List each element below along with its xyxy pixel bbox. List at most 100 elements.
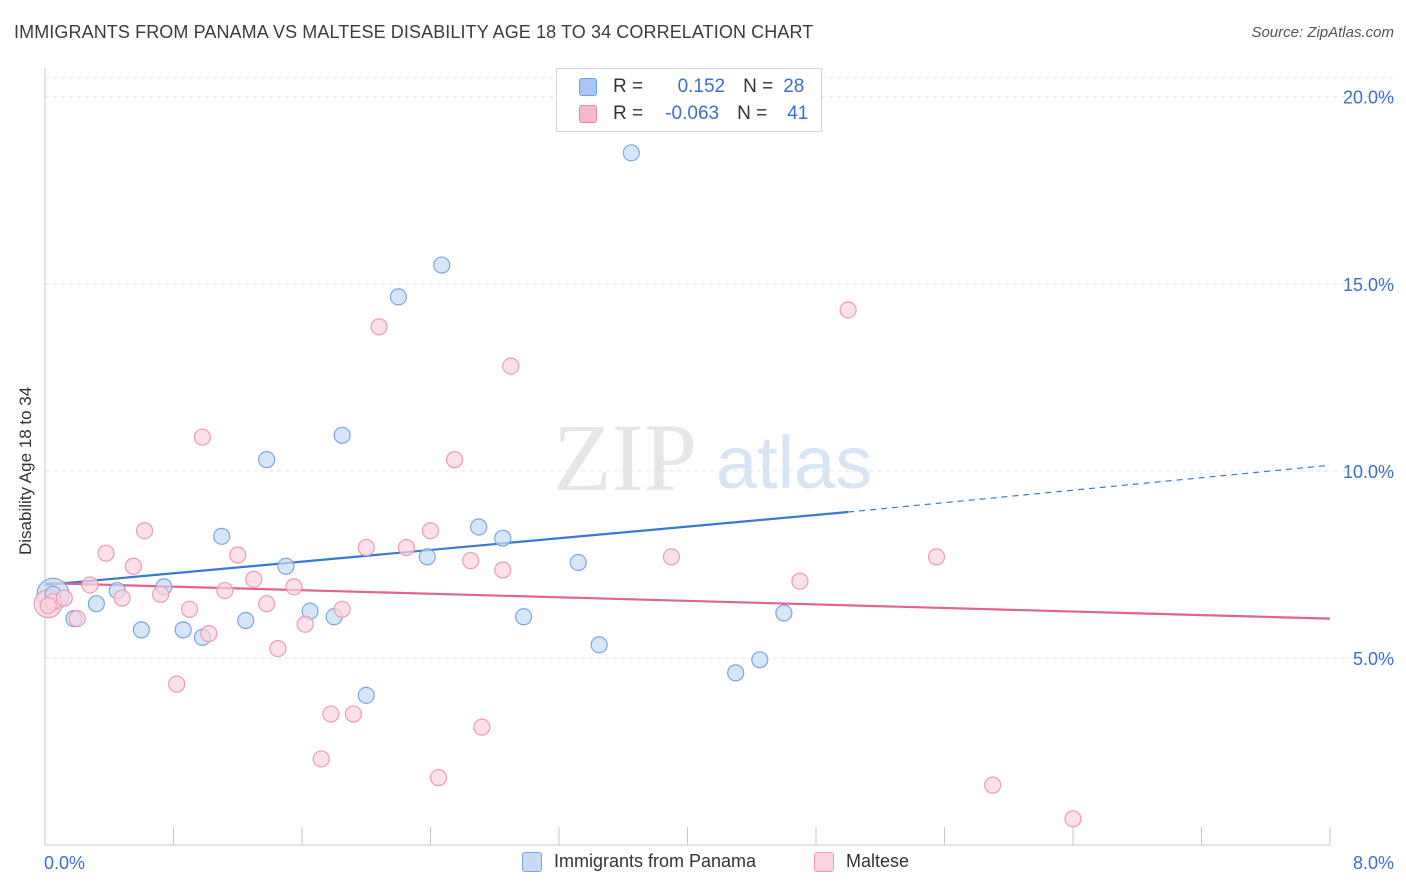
axes <box>44 68 1331 846</box>
data-point-maltese <box>200 625 218 643</box>
x-tick-label: 0.0% <box>44 853 85 873</box>
watermark: ZIP atlas <box>553 404 872 511</box>
y-tick-label: 15.0% <box>1343 275 1394 295</box>
data-point-maltese <box>285 578 303 596</box>
data-point-maltese <box>322 705 340 723</box>
data-point-maltese <box>216 581 234 600</box>
data-point-maltese <box>245 570 263 588</box>
legend-row-panama: R = 0.152 N = 28 <box>579 74 804 100</box>
data-point-maltese <box>258 595 276 613</box>
data-point-panama <box>590 636 608 654</box>
data-point-maltese <box>55 589 73 607</box>
y-tick-label: 10.0% <box>1343 462 1394 482</box>
data-point-maltese <box>97 544 115 562</box>
data-point-panama <box>569 553 587 572</box>
data-point-maltese <box>473 718 491 736</box>
data-point-panama <box>258 451 276 469</box>
data-point-maltese <box>357 538 375 557</box>
data-point-panama <box>418 548 436 566</box>
bottom-legend-label-maltese: Maltese <box>846 851 910 871</box>
bottom-legend-panama: Immigrants from Panama <box>522 851 756 872</box>
chart-title: IMMIGRANTS FROM PANAMA VS MALTESE DISABI… <box>14 22 814 42</box>
grid-lines <box>45 77 1396 659</box>
data-point-maltese <box>269 639 287 658</box>
data-point-maltese <box>462 552 480 570</box>
data-point-maltese <box>39 596 57 615</box>
data-point-maltese <box>494 561 512 579</box>
bottom-legend-swatch-panama <box>522 851 542 872</box>
data-point-maltese <box>312 750 330 768</box>
data-point-maltese <box>229 546 247 564</box>
data-point-maltese <box>429 769 448 787</box>
data-point-maltese <box>344 705 362 723</box>
data-point-panama <box>751 651 769 669</box>
data-point-panama <box>727 664 745 682</box>
data-point-panama <box>87 595 106 613</box>
data-point-maltese <box>397 538 416 557</box>
data-point-maltese <box>113 589 131 607</box>
legend-r-value: 0.152 <box>677 76 726 97</box>
legend-n-value: 41 <box>787 103 809 124</box>
bottom-legend-label-panama: Immigrants from Panama <box>554 851 757 871</box>
data-point-panama <box>174 621 192 639</box>
data-point-panama <box>333 426 351 444</box>
data-point-maltese <box>193 428 212 446</box>
data-point-panama <box>132 621 150 639</box>
data-point-panama <box>277 557 295 575</box>
data-point-maltese <box>124 557 142 575</box>
legend-n-label: N = <box>743 76 774 97</box>
data-point-maltese <box>984 776 1002 794</box>
data-point-panama <box>494 529 512 547</box>
data-point-panama <box>515 608 533 626</box>
data-point-maltese <box>421 522 440 540</box>
legend-swatch-maltese <box>579 105 597 123</box>
tick-labels: 5.0% 10.0% 15.0% 20.0% 0.0% 8.0% <box>44 88 1394 873</box>
data-point-maltese <box>135 522 154 540</box>
data-point-maltese <box>296 615 314 633</box>
data-point-panama <box>622 144 640 162</box>
data-point-maltese <box>81 576 99 594</box>
data-point-panama <box>357 686 375 704</box>
data-point-maltese <box>927 548 946 566</box>
data-point-panama <box>433 256 451 274</box>
data-point-maltese <box>839 301 857 319</box>
data-point-maltese <box>152 585 170 603</box>
legend-row-maltese: R = -0.063 N = 41 <box>579 101 808 127</box>
legend-r-label: R = <box>613 103 644 124</box>
x-tick-label: 8.0% <box>1353 853 1394 873</box>
trend-line-extension <box>848 464 1331 513</box>
data-point-maltese <box>445 451 464 469</box>
data-point-maltese <box>68 610 86 628</box>
watermark-zip: ZIP <box>553 404 697 511</box>
bottom-legend-swatch-maltese <box>814 851 834 872</box>
legend-swatch-panama <box>579 78 597 96</box>
trend-lines <box>44 464 1331 620</box>
data-point-maltese <box>168 675 186 693</box>
bottom-legend-maltese: Maltese <box>814 851 909 872</box>
data-point-panama <box>213 527 231 545</box>
trend-line-panama <box>44 510 849 587</box>
data-point-maltese <box>502 357 520 375</box>
y-tick-label: 20.0% <box>1343 88 1394 108</box>
data-point-panama <box>237 611 255 630</box>
data-point-maltese <box>333 600 351 618</box>
data-point-panama <box>470 518 488 536</box>
correlation-legend: R = 0.152 N = 28 R = -0.063 N = 41 <box>556 68 822 132</box>
data-point-maltese <box>1064 810 1082 828</box>
data-point-panama <box>775 604 793 622</box>
data-point-maltese <box>662 548 681 566</box>
watermark-atlas: atlas <box>716 421 872 504</box>
data-point-maltese <box>791 572 809 590</box>
legend-r-value: -0.063 <box>665 103 720 124</box>
source-label: Source: ZipAtlas.com <box>1251 24 1394 41</box>
y-tick-label: 5.0% <box>1353 649 1394 669</box>
legend-n-value: 28 <box>783 76 805 97</box>
y-axis-label: Disability Age 18 to 34 <box>16 386 35 555</box>
data-point-maltese <box>370 318 388 336</box>
legend-r-label: R = <box>613 76 644 97</box>
trend-line-maltese <box>44 581 1331 620</box>
data-point-panama <box>389 288 407 306</box>
data-point-maltese <box>180 600 199 618</box>
legend-n-label: N = <box>737 103 768 124</box>
